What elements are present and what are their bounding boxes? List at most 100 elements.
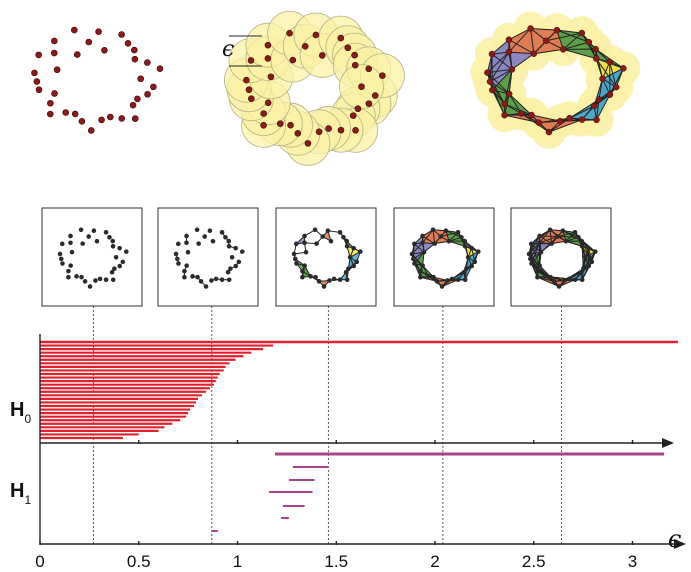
cloud-point bbox=[131, 55, 139, 63]
snapshot-point bbox=[337, 277, 343, 282]
cloud-point bbox=[245, 86, 253, 94]
snapshot-point bbox=[236, 259, 242, 265]
snapshot-point bbox=[538, 249, 544, 255]
snapshot-point bbox=[459, 234, 464, 240]
simplex-edge bbox=[563, 48, 597, 60]
cloud-point bbox=[527, 25, 534, 32]
h1-label: H1 bbox=[10, 480, 31, 507]
filtration-snapshots-row bbox=[41, 207, 612, 307]
snapshot-point bbox=[548, 274, 553, 280]
snapshot-frame bbox=[393, 207, 495, 307]
simplex-edge bbox=[422, 235, 435, 245]
snapshot-point bbox=[239, 249, 245, 254]
simplex-edge bbox=[609, 61, 617, 88]
simplex-edge bbox=[556, 29, 582, 34]
cloud-point bbox=[276, 120, 284, 127]
snapshot-point bbox=[455, 277, 461, 282]
simplex-edge bbox=[569, 99, 600, 119]
snapshot-point bbox=[110, 243, 116, 249]
snapshot-point bbox=[303, 249, 309, 255]
cloud-point bbox=[50, 49, 58, 57]
snapshot-point bbox=[209, 278, 214, 283]
cloud-point bbox=[51, 37, 58, 45]
cloud-point bbox=[365, 65, 373, 73]
snapshot-point bbox=[411, 256, 416, 262]
cloud-point bbox=[488, 50, 496, 58]
snapshot-point bbox=[228, 266, 233, 271]
cloud-point bbox=[606, 91, 614, 98]
simplex-edge bbox=[596, 99, 600, 120]
simplex-edge bbox=[537, 276, 560, 287]
filtration-snapshot bbox=[510, 207, 612, 307]
snapshot-point bbox=[66, 274, 71, 280]
cloud-point bbox=[315, 128, 323, 136]
snapshot-point bbox=[87, 284, 93, 289]
filtration-snapshot bbox=[41, 207, 143, 307]
simplex-edge bbox=[413, 263, 421, 278]
snapshot-point bbox=[351, 263, 357, 269]
snapshot-point bbox=[449, 276, 455, 282]
cloud-point bbox=[289, 56, 297, 64]
snapshot-point bbox=[346, 266, 351, 271]
snapshot-point bbox=[300, 268, 305, 274]
h0-barcode bbox=[40, 340, 678, 440]
cloud-point bbox=[131, 115, 139, 122]
filtration-snapshot bbox=[157, 207, 259, 307]
snapshot-point bbox=[198, 279, 204, 284]
snapshot-point bbox=[586, 263, 592, 269]
cloud-point bbox=[248, 95, 255, 102]
snapshot-point bbox=[302, 233, 307, 239]
cloud-point bbox=[85, 38, 93, 46]
simplex-edge bbox=[582, 251, 596, 269]
simplex-edge bbox=[593, 78, 603, 107]
snapshot-point bbox=[294, 261, 299, 266]
snapshot-point bbox=[555, 234, 561, 239]
snapshot-point bbox=[572, 277, 578, 282]
cloud-point bbox=[556, 117, 564, 125]
simplex-edge bbox=[487, 68, 513, 74]
snapshot-point bbox=[412, 261, 417, 266]
snapshot-point bbox=[123, 249, 129, 254]
snapshot-point bbox=[409, 251, 415, 257]
cloud-point bbox=[287, 121, 294, 129]
snapshot-point bbox=[443, 228, 449, 234]
cloud-point bbox=[595, 96, 603, 103]
snapshot-point bbox=[418, 268, 423, 274]
simplex-edge bbox=[528, 242, 540, 255]
simplex-edge bbox=[504, 103, 532, 116]
snapshot-point bbox=[314, 241, 319, 246]
snapshot-point bbox=[185, 249, 191, 255]
snapshot-point bbox=[455, 230, 461, 235]
simplex-edge bbox=[508, 39, 535, 55]
snapshot-point bbox=[337, 230, 343, 235]
snapshot-point bbox=[528, 256, 533, 262]
simplex-edge bbox=[602, 67, 624, 80]
snapshot-point bbox=[543, 274, 548, 279]
snapshot-point bbox=[592, 249, 598, 254]
simplex-edge bbox=[508, 93, 532, 116]
h0-label-main: H bbox=[10, 399, 24, 421]
snapshot-point bbox=[182, 268, 187, 274]
cloud-point bbox=[31, 69, 38, 77]
snapshot-point bbox=[184, 233, 189, 239]
cloud-point bbox=[134, 95, 141, 103]
simplex-edge bbox=[434, 240, 450, 245]
snapshot-point bbox=[213, 276, 219, 282]
snapshot-point bbox=[581, 266, 586, 271]
simplex-edge bbox=[508, 27, 531, 41]
snapshot-point bbox=[82, 279, 88, 284]
simplex-edge bbox=[411, 242, 423, 255]
cloud-point bbox=[578, 29, 586, 37]
snapshot-point bbox=[107, 234, 112, 240]
snapshot-point bbox=[535, 268, 540, 274]
snapshot-point bbox=[59, 241, 65, 247]
snapshot-point bbox=[351, 245, 356, 251]
snapshot-frame bbox=[41, 207, 143, 307]
simplex-edge bbox=[595, 58, 603, 79]
snapshot-point bbox=[219, 277, 225, 282]
simplex-edge bbox=[546, 32, 582, 42]
simplex-edge bbox=[464, 265, 473, 281]
snapshot-point bbox=[195, 274, 200, 280]
simplex-edge bbox=[562, 32, 583, 50]
h0-label-subscript: 0 bbox=[24, 412, 31, 426]
